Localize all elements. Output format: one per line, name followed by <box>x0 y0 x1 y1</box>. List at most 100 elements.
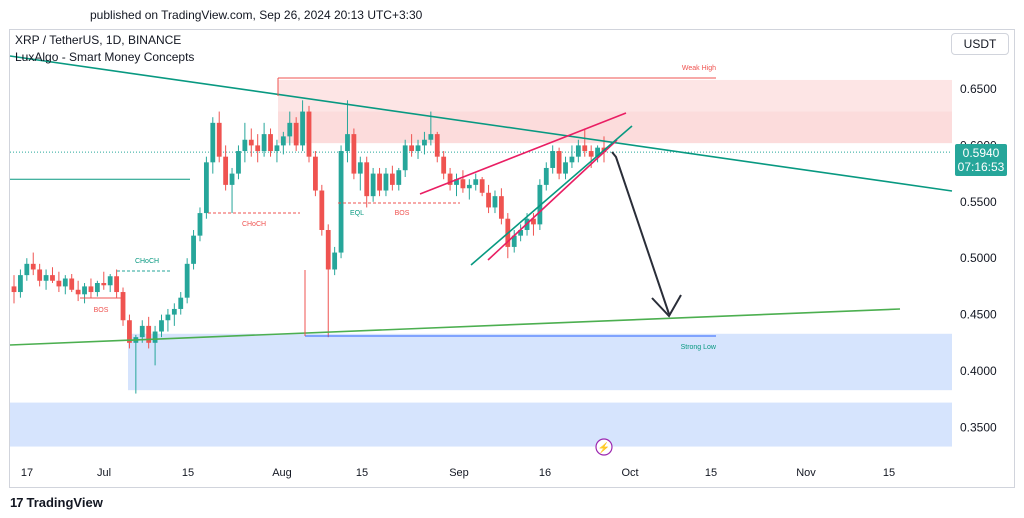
y-axis: 0.65000.60000.55000.50000.45000.40000.35… <box>960 82 997 434</box>
candle-body <box>588 151 594 157</box>
y-tick-label: 0.3500 <box>960 420 997 434</box>
candle-body <box>165 314 171 321</box>
demand-zone <box>10 402 952 447</box>
candle-body <box>107 276 113 286</box>
current-price-tag: 0.5940 07:16:53 <box>955 144 1007 176</box>
candle-body <box>210 122 216 163</box>
y-tick-label: 0.5000 <box>960 251 997 265</box>
candle-body <box>280 136 286 146</box>
candle-body <box>30 263 36 270</box>
x-tick-label: Nov <box>796 467 816 479</box>
candle-body <box>543 167 549 185</box>
candle-body <box>569 156 575 163</box>
currency-button[interactable]: USDT <box>951 33 1009 55</box>
x-tick-label: Jul <box>97 467 111 479</box>
candle-body <box>56 280 62 287</box>
legend-symbol[interactable]: XRP / TetherUS, 1D, BINANCE <box>15 33 182 47</box>
x-tick-label: 15 <box>182 467 194 479</box>
zones-layer <box>10 79 952 447</box>
candle-body <box>377 173 382 191</box>
channel-upper-line <box>419 112 627 195</box>
eql-label: EQL <box>350 210 364 217</box>
candle-body <box>191 235 196 264</box>
candle-body <box>306 111 312 157</box>
candle-body <box>268 134 273 152</box>
candle-body <box>114 276 120 293</box>
candle-body <box>18 275 23 293</box>
candle-body <box>518 230 524 236</box>
candle-body <box>563 162 568 174</box>
candle-body <box>582 145 588 152</box>
candle-body <box>486 192 491 208</box>
candle-body <box>447 173 453 185</box>
candle-body <box>357 162 363 174</box>
candle-body <box>62 278 68 287</box>
current-price-value: 0.5940 <box>962 146 1000 160</box>
y-tick-label: 0.6500 <box>960 82 997 96</box>
wedge-support-line <box>470 125 633 266</box>
x-tick-label: 15 <box>356 467 368 479</box>
supply-zone <box>278 111 952 144</box>
candle-body <box>24 263 30 276</box>
candle-body <box>550 151 556 168</box>
candle-body <box>255 145 261 152</box>
candle-body <box>229 173 235 185</box>
tradingview-logo-icon: 17 <box>10 495 24 510</box>
forecast-arrow-shaft <box>611 151 670 315</box>
candle-body <box>556 151 562 174</box>
candle-body <box>171 308 177 315</box>
candle-body <box>203 162 209 214</box>
candle-body <box>434 134 440 157</box>
candle-body <box>152 331 158 343</box>
forecast-arrowhead <box>651 294 682 318</box>
strong-low-label: Strong Low <box>681 344 717 351</box>
channel-lower-line <box>487 139 618 261</box>
candle-body <box>159 320 164 332</box>
descending-trendline <box>9 55 953 192</box>
candle-body <box>454 179 459 185</box>
candle-body <box>595 147 600 157</box>
candle-body <box>139 325 145 338</box>
candle-body <box>75 289 81 295</box>
choch-label-1: CHoCH <box>135 258 159 265</box>
candle-body <box>223 156 229 185</box>
candle-body <box>101 283 107 286</box>
candle-body <box>216 122 222 157</box>
strong-low-zone <box>128 333 952 391</box>
candle-body <box>351 134 357 174</box>
candle-body <box>422 139 427 146</box>
candle-body <box>11 286 17 293</box>
candle-body <box>409 145 415 152</box>
candle-body <box>120 292 126 321</box>
x-tick-label: 17 <box>21 467 33 479</box>
x-tick-label: Sep <box>449 467 469 479</box>
candles-layer <box>11 100 607 394</box>
candle-body <box>460 179 466 189</box>
ascending-support-line <box>9 308 901 346</box>
bos-label-1: BOS <box>94 307 109 314</box>
candle-body <box>345 134 350 152</box>
candle-body <box>274 145 280 152</box>
candle-body <box>184 263 190 298</box>
tradingview-brand[interactable]: 17 TradingView <box>10 495 103 510</box>
drawings-layer: Weak High Strong Low CHoCH BOS CHoCH BOS EQL ⚡ <box>9 55 953 456</box>
x-tick-label: 16 <box>539 467 551 479</box>
lightning-icon-glyph: ⚡ <box>598 441 610 454</box>
legend-indicator[interactable]: LuxAlgo - Smart Money Concepts <box>15 50 195 64</box>
candle-body <box>511 235 517 247</box>
candle-body <box>575 145 581 157</box>
candle-body <box>287 122 293 137</box>
weak-high-label: Weak High <box>682 65 716 72</box>
candle-body <box>383 173 389 191</box>
x-axis: 17 Jul 15 Aug 15 Sep 16 Oct 15 Nov 15 <box>21 467 895 479</box>
chart-frame <box>9 29 1015 488</box>
candle-body <box>293 122 299 146</box>
candle-body <box>415 145 421 152</box>
candle-body <box>441 156 447 174</box>
bos-label-2: BOS <box>395 210 410 217</box>
x-tick-label: Aug <box>272 467 292 479</box>
candle-body <box>236 151 241 174</box>
candle-body <box>498 196 504 219</box>
candle-body <box>88 286 94 293</box>
